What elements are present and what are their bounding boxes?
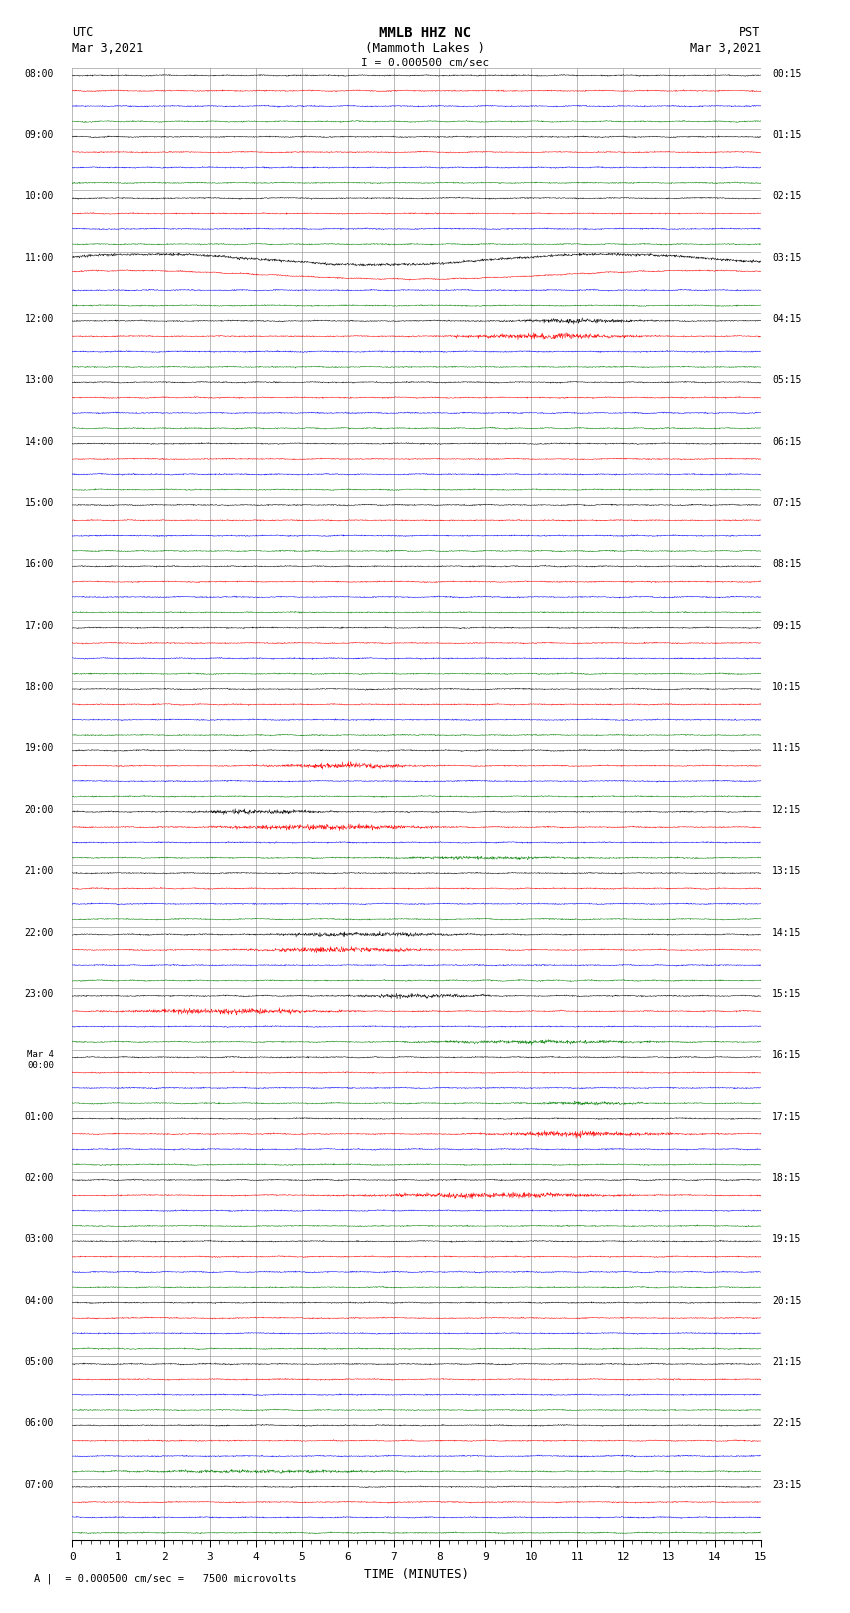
Text: 20:15: 20:15 [772, 1295, 802, 1307]
Text: 10:15: 10:15 [772, 682, 802, 692]
Text: 03:00: 03:00 [25, 1234, 54, 1244]
Text: 12:15: 12:15 [772, 805, 802, 815]
Text: 22:00: 22:00 [25, 927, 54, 937]
Text: 14:15: 14:15 [772, 927, 802, 937]
Text: MMLB HHZ NC: MMLB HHZ NC [379, 26, 471, 40]
Text: 06:15: 06:15 [772, 437, 802, 447]
Text: 03:15: 03:15 [772, 253, 802, 263]
X-axis label: TIME (MINUTES): TIME (MINUTES) [364, 1568, 469, 1581]
Text: 10:00: 10:00 [25, 192, 54, 202]
Text: 12:00: 12:00 [25, 315, 54, 324]
Text: 21:15: 21:15 [772, 1357, 802, 1368]
Text: 19:00: 19:00 [25, 744, 54, 753]
Text: 04:15: 04:15 [772, 315, 802, 324]
Text: UTC: UTC [72, 26, 94, 39]
Text: 11:00: 11:00 [25, 253, 54, 263]
Text: 17:15: 17:15 [772, 1111, 802, 1121]
Text: 09:00: 09:00 [25, 131, 54, 140]
Text: 16:00: 16:00 [25, 560, 54, 569]
Text: 07:15: 07:15 [772, 498, 802, 508]
Text: 13:00: 13:00 [25, 376, 54, 386]
Text: A |  = 0.000500 cm/sec =   7500 microvolts: A | = 0.000500 cm/sec = 7500 microvolts [34, 1573, 297, 1584]
Text: 18:00: 18:00 [25, 682, 54, 692]
Text: 08:00: 08:00 [25, 68, 54, 79]
Text: Mar 4
00:00: Mar 4 00:00 [27, 1050, 54, 1069]
Text: 02:00: 02:00 [25, 1173, 54, 1182]
Text: 01:15: 01:15 [772, 131, 802, 140]
Text: (Mammoth Lakes ): (Mammoth Lakes ) [365, 42, 485, 55]
Text: 23:15: 23:15 [772, 1479, 802, 1490]
Text: 04:00: 04:00 [25, 1295, 54, 1307]
Text: 05:15: 05:15 [772, 376, 802, 386]
Text: 15:15: 15:15 [772, 989, 802, 998]
Text: 07:00: 07:00 [25, 1479, 54, 1490]
Text: 11:15: 11:15 [772, 744, 802, 753]
Text: 20:00: 20:00 [25, 805, 54, 815]
Text: I = 0.000500 cm/sec: I = 0.000500 cm/sec [361, 58, 489, 68]
Text: 15:00: 15:00 [25, 498, 54, 508]
Text: Mar 3,2021: Mar 3,2021 [689, 42, 761, 55]
Text: 02:15: 02:15 [772, 192, 802, 202]
Text: 00:15: 00:15 [772, 68, 802, 79]
Text: 08:15: 08:15 [772, 560, 802, 569]
Text: 01:00: 01:00 [25, 1111, 54, 1121]
Text: 23:00: 23:00 [25, 989, 54, 998]
Text: 05:00: 05:00 [25, 1357, 54, 1368]
Text: 19:15: 19:15 [772, 1234, 802, 1244]
Text: 18:15: 18:15 [772, 1173, 802, 1182]
Text: 22:15: 22:15 [772, 1418, 802, 1429]
Text: 14:00: 14:00 [25, 437, 54, 447]
Text: 17:00: 17:00 [25, 621, 54, 631]
Text: 06:00: 06:00 [25, 1418, 54, 1429]
Text: 09:15: 09:15 [772, 621, 802, 631]
Text: Mar 3,2021: Mar 3,2021 [72, 42, 144, 55]
Text: 16:15: 16:15 [772, 1050, 802, 1060]
Text: 13:15: 13:15 [772, 866, 802, 876]
Text: PST: PST [740, 26, 761, 39]
Text: 21:00: 21:00 [25, 866, 54, 876]
